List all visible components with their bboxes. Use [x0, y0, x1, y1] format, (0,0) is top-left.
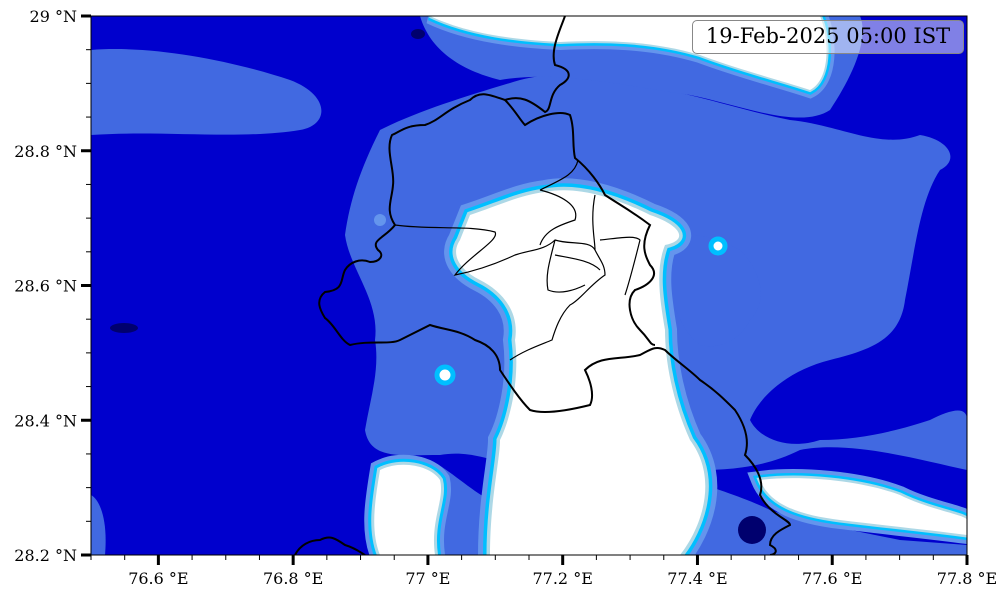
y-tick-label: 29 °N — [30, 7, 77, 26]
x-tick-label: 77.8 °E — [937, 569, 997, 588]
axis-ticks: 76.6 °E 76.8 °E 77 °E 77.2 °E 77.4 °E 77.6 °E… — [14, 7, 997, 588]
x-tick-label: 77.6 °E — [802, 569, 862, 588]
timestamp-label: 19-Feb-2025 05:00 IST — [692, 20, 964, 54]
state-boundary — [318, 16, 792, 555]
x-tick-label: 76.8 °E — [263, 569, 323, 588]
contour-darkest-spots — [110, 29, 766, 544]
y-tick-label: 28.8 °N — [14, 142, 77, 161]
delhi-inner-boundary — [504, 99, 656, 346]
contour-layers — [91, 16, 967, 555]
southwest-boundary — [294, 536, 366, 555]
x-tick-label: 77 °E — [405, 569, 450, 588]
admin-boundaries — [294, 16, 792, 555]
y-tick-label: 28.6 °N — [14, 277, 77, 296]
x-tick-label: 77.4 °E — [667, 569, 727, 588]
y-tick-label: 28.2 °N — [14, 546, 77, 565]
y-tick-label: 28.4 °N — [14, 411, 77, 430]
x-tick-label: 76.6 °E — [128, 569, 188, 588]
x-tick-label: 77.2 °E — [532, 569, 592, 588]
district-boundaries — [394, 159, 641, 361]
